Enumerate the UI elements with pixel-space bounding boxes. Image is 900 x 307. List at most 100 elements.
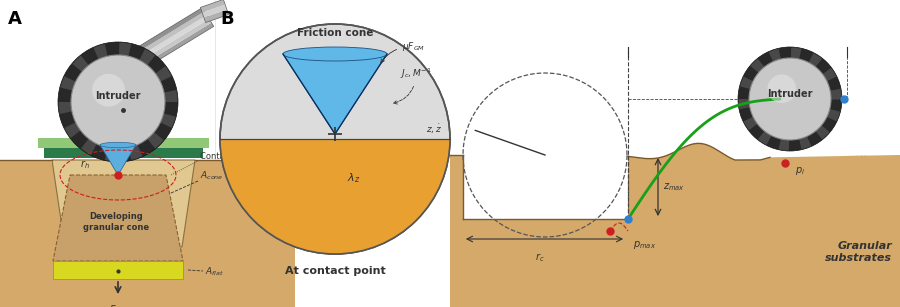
Text: $p_{max}$: $p_{max}$ — [633, 239, 656, 251]
Wedge shape — [155, 66, 172, 82]
Text: $v_{imp}$: $v_{imp}$ — [265, 72, 285, 84]
Wedge shape — [119, 43, 131, 57]
Polygon shape — [112, 8, 204, 66]
Text: Horizontal
penetration occurs: Horizontal penetration occurs — [492, 170, 578, 190]
Text: Contact point: Contact point — [200, 152, 256, 161]
Text: $J_c, M^{-1}$: $J_c, M^{-1}$ — [393, 67, 432, 104]
Polygon shape — [220, 139, 450, 254]
Polygon shape — [117, 15, 209, 74]
Text: A: A — [8, 10, 22, 28]
Text: $z, \dot{z}$: $z, \dot{z}$ — [426, 123, 442, 136]
Polygon shape — [463, 155, 627, 237]
Polygon shape — [816, 19, 884, 73]
Text: $\lambda_t$: $\lambda_t$ — [293, 114, 305, 128]
Polygon shape — [811, 12, 878, 66]
Text: Developing
granular cone: Developing granular cone — [83, 212, 149, 232]
Wedge shape — [58, 102, 73, 114]
Text: Friction cone: Friction cone — [297, 28, 374, 38]
Polygon shape — [878, 14, 898, 27]
Polygon shape — [876, 10, 896, 22]
Polygon shape — [114, 11, 207, 70]
Polygon shape — [195, 160, 295, 307]
Circle shape — [768, 74, 796, 103]
Wedge shape — [65, 122, 81, 138]
Wedge shape — [808, 53, 822, 68]
Polygon shape — [0, 160, 52, 307]
Wedge shape — [769, 49, 781, 63]
Circle shape — [58, 42, 178, 162]
Wedge shape — [829, 89, 842, 99]
Wedge shape — [72, 56, 89, 72]
Wedge shape — [815, 125, 830, 139]
Text: $d_{HSR}$: $d_{HSR}$ — [725, 30, 749, 44]
Text: B: B — [220, 10, 234, 28]
Polygon shape — [450, 0, 900, 219]
Text: $r_f$: $r_f$ — [505, 126, 515, 139]
Wedge shape — [739, 99, 751, 109]
Polygon shape — [201, 0, 225, 13]
Polygon shape — [450, 155, 900, 307]
Text: $p_i$: $p_i$ — [795, 165, 806, 177]
Wedge shape — [81, 138, 97, 155]
Text: C: C — [458, 10, 472, 28]
Polygon shape — [53, 175, 183, 261]
Polygon shape — [53, 261, 183, 279]
Polygon shape — [0, 160, 295, 307]
Polygon shape — [119, 19, 212, 78]
Text: $r_h$: $r_h$ — [80, 158, 90, 171]
Polygon shape — [204, 10, 229, 22]
Polygon shape — [100, 145, 136, 175]
Wedge shape — [751, 59, 765, 73]
Circle shape — [220, 24, 450, 254]
Text: Granular
substrates: Granular substrates — [825, 241, 892, 263]
Wedge shape — [104, 147, 117, 161]
Polygon shape — [52, 160, 195, 247]
Polygon shape — [450, 143, 900, 307]
Wedge shape — [94, 44, 108, 60]
Polygon shape — [202, 5, 227, 17]
Text: At contact point: At contact point — [284, 266, 385, 276]
Text: $\mu F_{GM}$: $\mu F_{GM}$ — [381, 40, 425, 63]
Circle shape — [81, 65, 155, 139]
Text: $F_{GM}$: $F_{GM}$ — [109, 303, 127, 307]
Wedge shape — [139, 49, 155, 66]
Text: $A_{sub}$: $A_{sub}$ — [125, 111, 175, 126]
Wedge shape — [163, 90, 177, 102]
Wedge shape — [147, 132, 164, 149]
Polygon shape — [283, 54, 387, 134]
Text: $A_{cone}$: $A_{cone}$ — [200, 170, 223, 182]
Text: Intruder: Intruder — [95, 91, 140, 101]
Text: Impact crater: Impact crater — [526, 87, 593, 97]
Wedge shape — [129, 144, 142, 160]
Text: $y_c$: $y_c$ — [455, 142, 466, 154]
Wedge shape — [822, 68, 836, 82]
Polygon shape — [122, 23, 213, 81]
Text: $z_{max}$: $z_{max}$ — [663, 181, 685, 193]
Text: z: z — [245, 126, 251, 136]
Polygon shape — [874, 5, 894, 17]
Text: $r_c$: $r_c$ — [536, 251, 544, 264]
Wedge shape — [740, 77, 754, 89]
Wedge shape — [758, 130, 772, 145]
Polygon shape — [38, 138, 209, 148]
Wedge shape — [159, 113, 176, 128]
Polygon shape — [808, 8, 876, 63]
Circle shape — [758, 67, 823, 131]
Wedge shape — [743, 116, 758, 130]
Wedge shape — [60, 76, 76, 91]
Text: Intruder: Intruder — [767, 89, 813, 99]
Wedge shape — [778, 138, 789, 150]
Circle shape — [71, 55, 165, 149]
Text: $F_{HSR}$: $F_{HSR}$ — [882, 94, 900, 108]
Wedge shape — [799, 135, 811, 149]
Polygon shape — [819, 22, 886, 76]
Circle shape — [92, 74, 125, 107]
Circle shape — [738, 47, 842, 151]
Text: $\lambda_z$: $\lambda_z$ — [347, 171, 360, 185]
Text: $z_t$: $z_t$ — [870, 121, 880, 133]
Polygon shape — [44, 146, 203, 158]
Ellipse shape — [283, 47, 387, 61]
Wedge shape — [826, 109, 840, 121]
Circle shape — [749, 58, 831, 140]
Text: $A_{flat}$: $A_{flat}$ — [205, 265, 224, 278]
